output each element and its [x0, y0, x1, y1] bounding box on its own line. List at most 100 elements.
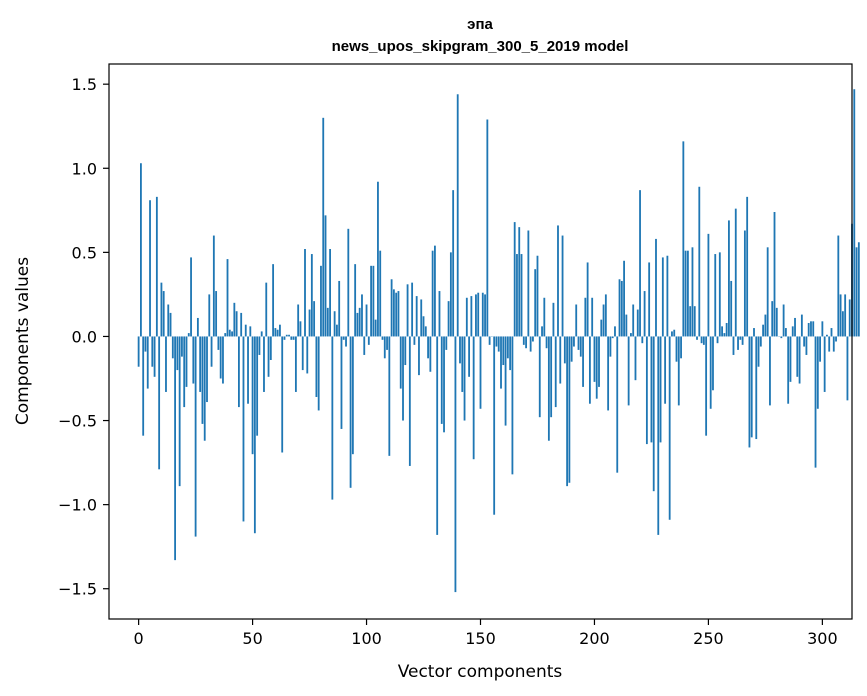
bar [677, 336, 680, 406]
bar [201, 336, 204, 424]
bar [513, 222, 516, 337]
x-tick-label: 200 [579, 629, 610, 648]
bar [443, 336, 445, 433]
bar [810, 321, 812, 337]
bar [627, 336, 630, 406]
bar [616, 336, 619, 473]
bar [281, 336, 284, 453]
bar [162, 291, 165, 337]
bar [509, 336, 512, 371]
bar [269, 336, 272, 360]
bar [839, 294, 842, 337]
bar [734, 208, 737, 337]
bar [196, 317, 199, 337]
bar [459, 336, 461, 364]
bar [349, 336, 352, 488]
bar [395, 292, 398, 337]
x-axis-ticks: 0 50 100 150 200 250 300 [134, 619, 838, 648]
bar [566, 336, 569, 487]
bar [447, 301, 450, 337]
bar [561, 235, 564, 337]
bar [454, 336, 457, 593]
bar [283, 336, 286, 340]
bar [402, 336, 404, 421]
bar [671, 331, 673, 337]
bar [511, 336, 514, 475]
bar [643, 291, 646, 337]
bar [347, 228, 350, 337]
bar [263, 336, 265, 392]
bar [317, 336, 320, 411]
bar [588, 336, 591, 404]
bar [160, 282, 163, 337]
bar [397, 291, 400, 337]
bar [812, 321, 815, 337]
bar [272, 264, 275, 337]
bar [313, 301, 316, 337]
bar [568, 336, 571, 483]
bar [210, 336, 213, 367]
bar [481, 292, 484, 337]
bar [721, 326, 723, 337]
bar [769, 336, 771, 406]
bar [773, 212, 776, 337]
bar [434, 245, 436, 337]
bar [857, 242, 860, 337]
bar [805, 336, 808, 355]
bar [712, 336, 714, 391]
bar [554, 336, 557, 408]
bar [146, 336, 149, 389]
bar [680, 336, 682, 359]
bar [725, 323, 728, 337]
bar [789, 336, 792, 382]
bar [518, 227, 521, 337]
bar [552, 302, 555, 337]
bar [165, 336, 167, 392]
bar [593, 336, 596, 382]
bar [219, 336, 222, 379]
bar [841, 311, 844, 337]
bar [176, 336, 179, 371]
x-tick-label: 150 [465, 629, 496, 648]
bar [475, 294, 477, 337]
bar [759, 336, 762, 347]
bar [787, 336, 790, 404]
bar [408, 336, 411, 466]
bar [728, 220, 730, 337]
bar [208, 294, 211, 337]
bar [655, 238, 657, 337]
bar [367, 336, 370, 345]
bar [803, 336, 806, 347]
bar [226, 259, 229, 337]
y-tick-label: 1.0 [72, 159, 97, 178]
bar [294, 336, 297, 392]
bar [586, 262, 589, 337]
bar [477, 292, 480, 337]
bar [632, 304, 635, 337]
bar [340, 336, 343, 429]
bar [329, 249, 331, 337]
bar [830, 328, 833, 337]
bar [814, 336, 817, 468]
bar [427, 336, 429, 359]
bar [151, 336, 154, 367]
bar [664, 336, 667, 404]
bar [297, 304, 300, 337]
bar [465, 297, 468, 337]
bar [326, 307, 329, 337]
bar [791, 326, 794, 337]
bar [260, 331, 263, 337]
bar [235, 311, 238, 337]
bar [541, 326, 543, 337]
bar [244, 324, 247, 337]
bar [623, 260, 625, 337]
bar [310, 254, 313, 337]
bar [648, 262, 651, 337]
bar [345, 336, 347, 347]
bar [203, 336, 206, 441]
bar [823, 336, 826, 392]
bar [253, 336, 256, 534]
x-axis-label: Vector components [398, 662, 563, 682]
bar [238, 336, 240, 408]
